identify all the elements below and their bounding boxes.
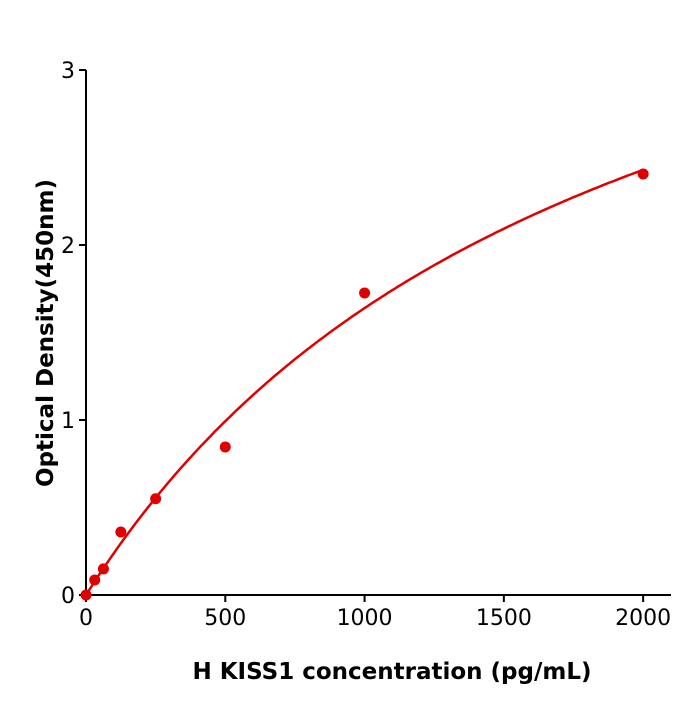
x-axis-label: H KISS1 concentration (pg/mL): [192, 659, 591, 685]
fit-curve: [84, 168, 644, 596]
x-tick-label: 1000: [337, 606, 393, 631]
data-point: [97, 563, 109, 575]
data-points: [80, 168, 649, 601]
data-point: [359, 287, 371, 299]
axes: 0 500 1000 1500 2000 0 1 2 3: [61, 59, 671, 631]
x-tick-label: 1500: [476, 606, 532, 631]
y-axis-label: Optical Density(450nm): [33, 179, 59, 487]
data-point: [219, 441, 231, 453]
y-tick-label: 3: [61, 59, 75, 84]
x-tick-label: 500: [204, 606, 246, 631]
data-point: [637, 168, 649, 180]
data-point: [80, 589, 92, 601]
data-point: [89, 574, 101, 586]
y-tick-label: 2: [61, 234, 75, 259]
y-tick-label: 1: [61, 409, 75, 434]
x-tick-label: 0: [79, 606, 93, 631]
data-point: [115, 526, 127, 538]
y-tick-label: 0: [61, 584, 75, 609]
data-point: [150, 493, 162, 505]
x-tick-label: 2000: [615, 606, 671, 631]
